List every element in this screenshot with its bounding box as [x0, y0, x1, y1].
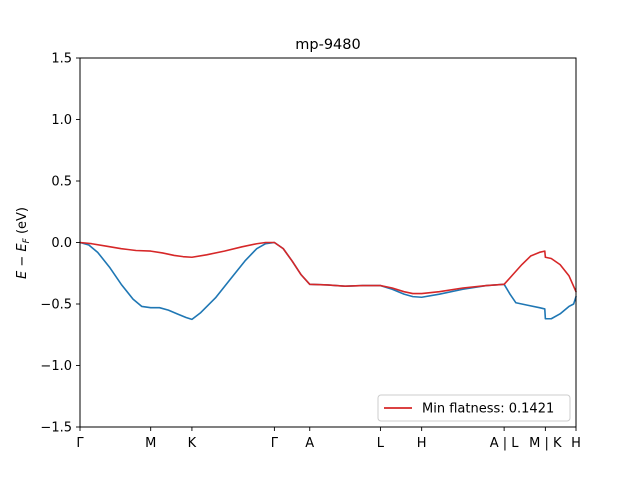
x-tick-label-0: Γ [76, 436, 84, 451]
x-tick-label-4: A [305, 436, 314, 451]
plot-area [80, 58, 576, 427]
x-ticks: Γ M K Γ A L H A | L M | K H [76, 427, 581, 451]
legend-box [377, 394, 571, 422]
legend-entry-label: Min flatness: 0.1421 [422, 402, 554, 417]
y-axis-label-ef: E [15, 243, 30, 252]
x-tick-label-9: H [571, 436, 581, 451]
plot-background [80, 58, 576, 427]
y-axis-label-sub: F [22, 237, 32, 243]
series-layer [79, 241, 577, 321]
x-tick-label-6: H [417, 436, 427, 451]
legend: Min flatness: 0.1421 [377, 394, 571, 422]
y-axis-label: E − EF (eV) [15, 207, 32, 279]
y-tick-label-1: 1.0 [51, 113, 72, 128]
x-tick-label-5: L [377, 436, 385, 451]
x-tick-label-8: M | K [529, 436, 562, 451]
x-tick-label-2: K [188, 436, 197, 451]
x-tick-label-3: Γ [271, 436, 279, 451]
x-tick-label-1: M [145, 436, 156, 451]
y-tick-label-3: 0.0 [51, 236, 72, 251]
y-tick-label-5: −1.0 [40, 359, 72, 374]
y-ticks: 1.5 1.0 0.5 0.0 −0.5 −1.0 −1.5 [40, 52, 80, 436]
y-axis-label-minus: − [15, 252, 30, 271]
y-axis-label-e: E [15, 270, 30, 279]
chart-title: mp-9480 [295, 37, 360, 53]
y-tick-label-0: 1.5 [51, 52, 72, 67]
y-tick-label-4: −0.5 [40, 298, 72, 313]
y-axis-label-unit: (eV) [15, 207, 30, 238]
y-tick-label-2: 0.5 [51, 175, 72, 190]
y-tick-label-6: −1.5 [40, 421, 72, 436]
band-line-2 [79, 241, 577, 295]
x-tick-label-7: A | L [490, 436, 520, 451]
